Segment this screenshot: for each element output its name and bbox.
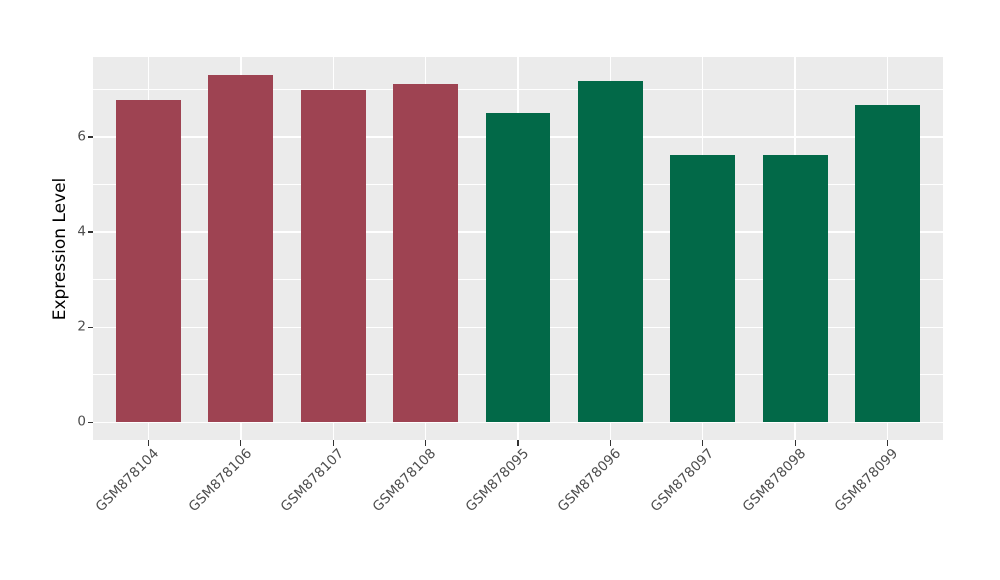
x-tick-label: GSM878106 <box>185 445 255 516</box>
x-tick-label: GSM878098 <box>739 445 810 516</box>
bar-GSM878096 <box>578 81 643 423</box>
bar-GSM878095 <box>485 113 551 423</box>
x-tick-label: GSM878107 <box>277 445 348 516</box>
plot-panel <box>93 57 943 440</box>
x-tick-mark <box>702 440 704 446</box>
x-tick-label: GSM878108 <box>370 445 440 516</box>
y-tick-label: 2 <box>77 318 86 335</box>
x-tick-mark <box>425 440 427 446</box>
bar-GSM878107 <box>300 89 366 423</box>
x-tick-label: GSM878095 <box>462 445 532 516</box>
x-tick-label: GSM878096 <box>554 445 625 516</box>
x-tick-mark <box>240 440 242 446</box>
x-tick-mark <box>609 440 611 446</box>
y-tick-mark <box>88 421 93 423</box>
y-tick-label: 0 <box>77 413 86 430</box>
x-tick-label: GSM878104 <box>92 445 163 516</box>
y-tick-mark <box>88 136 93 138</box>
x-tick-label: GSM878099 <box>832 445 902 516</box>
y-tick-mark <box>88 326 93 328</box>
y-tick-label: 4 <box>77 223 86 240</box>
bar-GSM878108 <box>393 84 458 423</box>
x-tick-mark <box>517 440 519 446</box>
x-tick-label: GSM878097 <box>647 445 717 516</box>
x-tick-mark <box>332 440 334 446</box>
y-axis-title: Expression Level <box>50 177 70 321</box>
y-tick-label: 6 <box>77 128 86 145</box>
x-tick-mark <box>886 440 889 446</box>
y-tick-mark <box>88 231 93 233</box>
bar-GSM878106 <box>208 74 274 423</box>
bar-GSM878099 <box>855 105 920 423</box>
bar-GSM878104 <box>116 99 181 423</box>
bar-GSM878097 <box>670 155 736 423</box>
x-tick-mark <box>147 440 150 446</box>
x-tick-mark <box>794 440 796 446</box>
bar-GSM878098 <box>762 154 828 423</box>
